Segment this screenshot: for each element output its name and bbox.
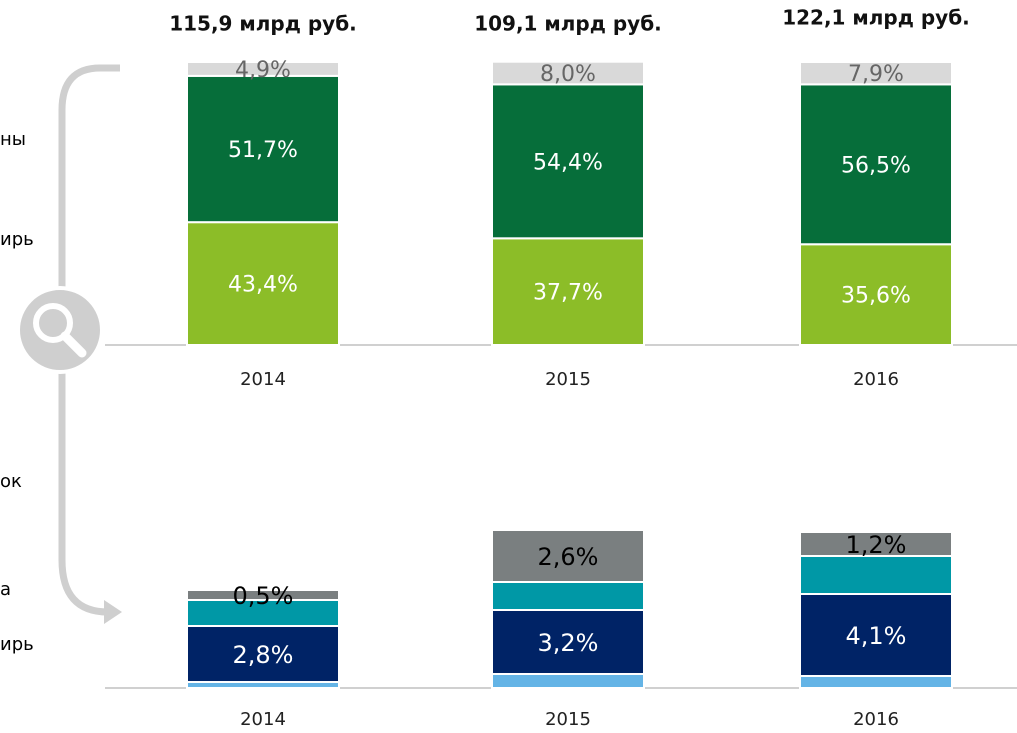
value-label: 0,5% xyxy=(233,582,294,610)
bar-segment xyxy=(799,61,953,86)
value-label: 2,6% xyxy=(538,543,599,571)
side-label: ны xyxy=(0,129,26,150)
x-tick-label: 2015 xyxy=(545,369,591,390)
total-label: 122,1 млрд руб. xyxy=(782,6,970,30)
bar-segment xyxy=(491,83,645,240)
bar-segment xyxy=(186,61,340,77)
bar-segment xyxy=(491,529,645,583)
bar-segment xyxy=(799,675,953,689)
x-tick-label: 2014 xyxy=(240,369,286,390)
bar-segment xyxy=(799,83,953,246)
x-tick-label: 2016 xyxy=(853,709,899,730)
bar-segment xyxy=(491,60,645,86)
value-label: 3,2% xyxy=(538,629,599,657)
value-label: 7,9% xyxy=(848,62,904,87)
x-tick-label: 2016 xyxy=(853,369,899,390)
bar-segment xyxy=(799,243,953,346)
bar-segment xyxy=(186,599,340,627)
bar-segment xyxy=(491,673,645,689)
value-label: 51,7% xyxy=(228,138,298,163)
value-label: 1,2% xyxy=(846,531,907,559)
bar-segment xyxy=(491,237,645,347)
bracket-arrow xyxy=(104,600,122,624)
search-lens xyxy=(33,303,73,343)
value-label: 2,8% xyxy=(233,641,294,669)
value-label: 35,6% xyxy=(841,284,911,309)
x-tick-label: 2015 xyxy=(545,709,591,730)
value-label: 37,7% xyxy=(533,281,603,306)
bar-segment xyxy=(491,581,645,611)
bar-segment xyxy=(186,221,340,346)
value-label: 43,4% xyxy=(228,273,298,298)
value-label: 8,0% xyxy=(540,62,596,87)
value-label: 54,4% xyxy=(533,150,603,175)
value-label: 4,1% xyxy=(846,622,907,650)
bar-segment xyxy=(799,555,953,595)
value-label: 4,9% xyxy=(235,58,291,83)
bar-segment xyxy=(799,531,953,557)
search-icon xyxy=(16,286,104,374)
total-label: 115,9 млрд руб. xyxy=(169,12,357,36)
side-label: а xyxy=(0,579,11,600)
bar-segment xyxy=(186,589,340,601)
side-label: ирь xyxy=(0,229,34,250)
side-label: ирь xyxy=(0,634,34,655)
x-tick-label: 2014 xyxy=(240,709,286,730)
search-handle xyxy=(60,331,87,358)
side-label: ок xyxy=(0,471,22,492)
value-label: 56,5% xyxy=(841,153,911,178)
total-label: 109,1 млрд руб. xyxy=(474,12,662,36)
